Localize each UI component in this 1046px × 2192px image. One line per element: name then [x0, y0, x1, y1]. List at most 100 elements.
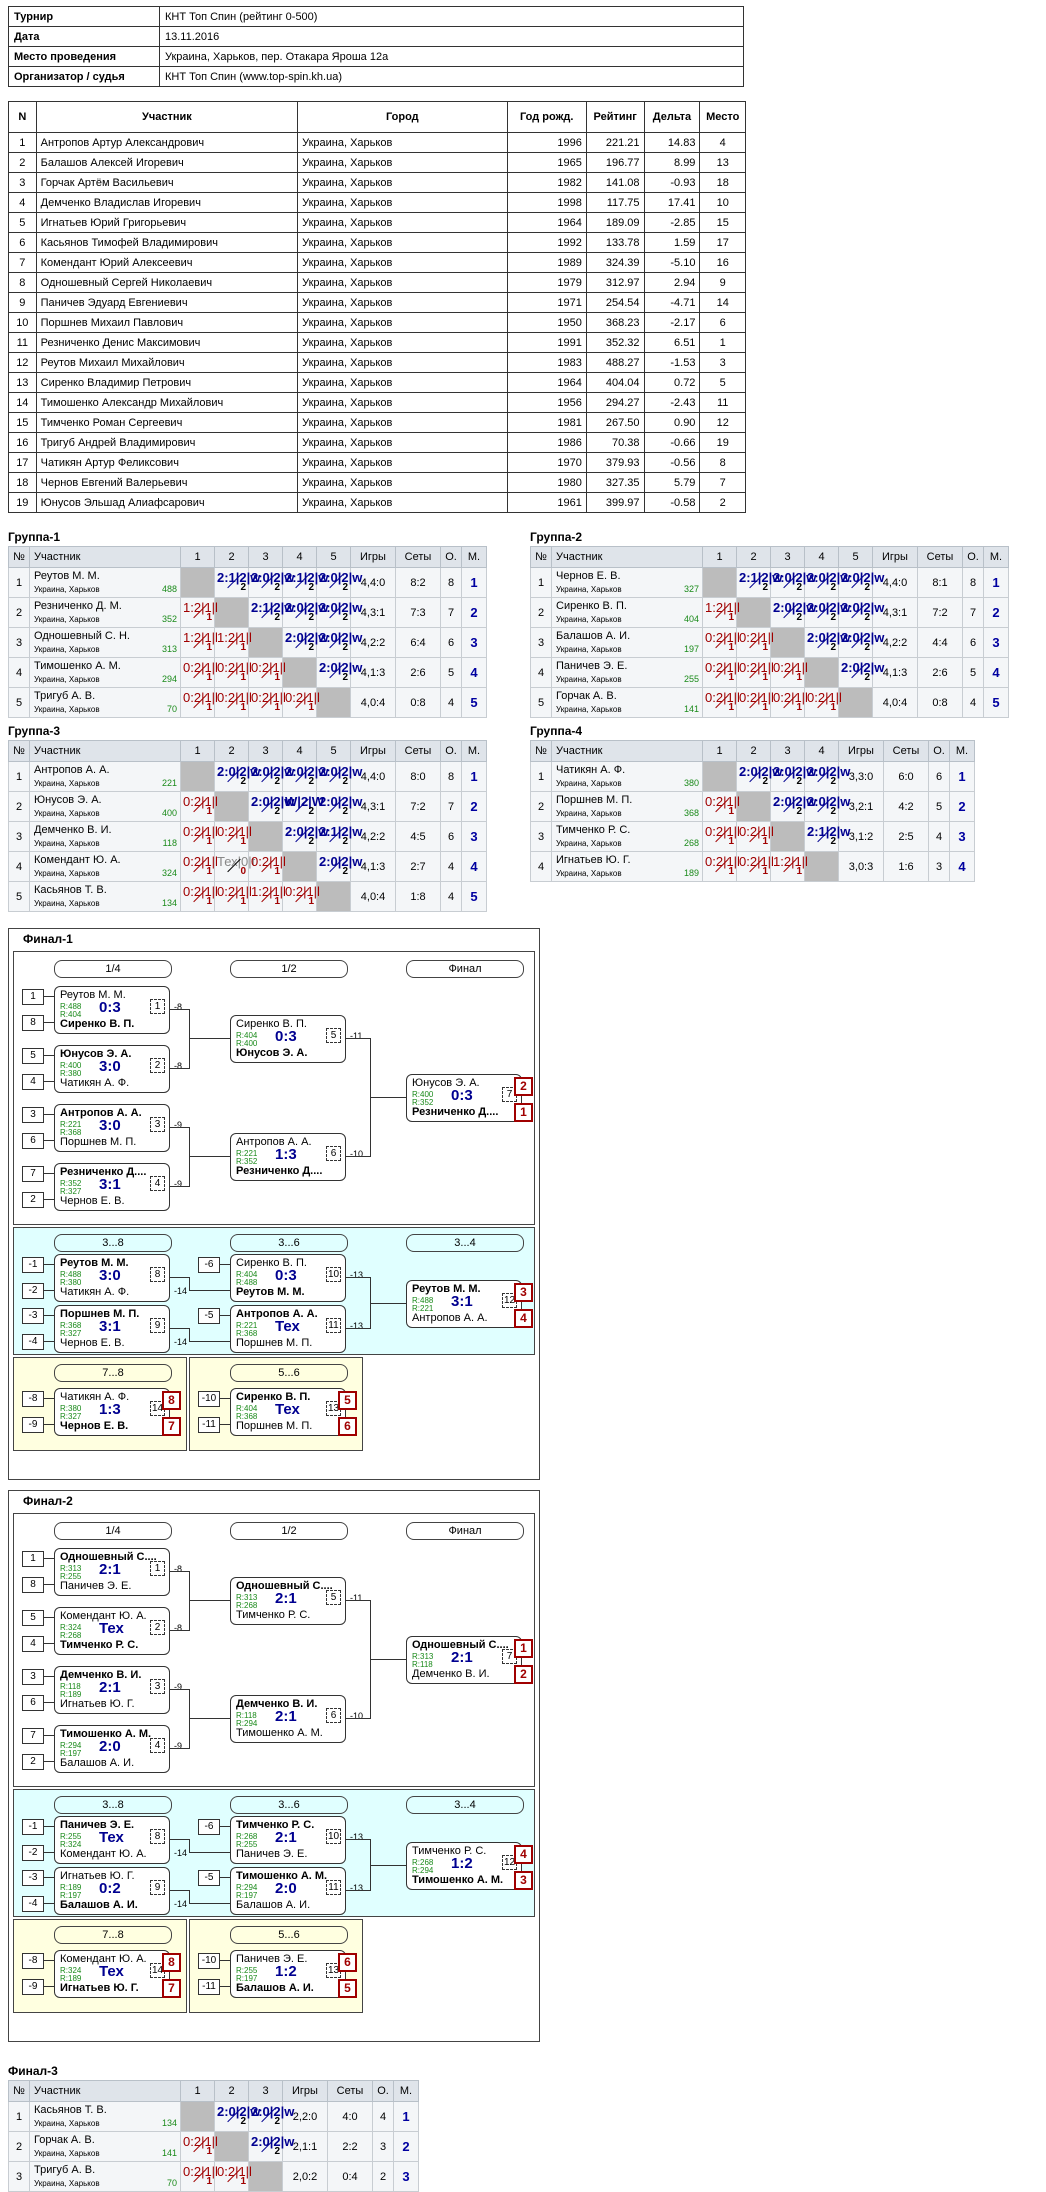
player-rating: 134 [161, 2118, 177, 2128]
player-name: Резниченко Д. М. [34, 599, 122, 612]
diagonal-cell [214, 597, 249, 628]
match-player1: Реутов М. М. [60, 989, 126, 1001]
match-player2: Демченко В. И. [412, 1668, 490, 1680]
players-cell: Одношевный Сергей Николаевич [35, 272, 299, 293]
score-text: 0:2|1|l [705, 794, 740, 809]
final-title: Финал-1 [23, 932, 73, 946]
match-rating2: R:380 [60, 1278, 82, 1287]
group-header-col: 2 [214, 740, 249, 762]
player-name: Реутов М. М. [34, 569, 100, 582]
place-cell: 4 [983, 657, 1009, 688]
match-box: Одношевный С.... R:313 R:255 2:1 1 Паничев Э.… [54, 1548, 170, 1596]
place-cell: 3 [983, 627, 1009, 658]
group-header: Игры [350, 546, 396, 568]
connector-line [43, 1877, 54, 1878]
connector-line [189, 1156, 230, 1157]
result-cell: 0:2|1|l 1 [180, 881, 218, 912]
match-player2: Чернов Е. В. [60, 1420, 129, 1432]
players-cell: -0.58 [643, 492, 701, 513]
match-result: Тех [99, 1963, 124, 1980]
match-result: 1:3 [275, 1146, 297, 1163]
group-title: Группа-4 [530, 724, 583, 738]
loser-destination: -10 [350, 1149, 364, 1159]
connector-line [169, 1630, 189, 1631]
match-player2: Поршнев М. П. [236, 1337, 313, 1349]
players-cell: 17.41 [643, 192, 701, 213]
placement-56: 5...6 Паничев Э. Е. R:255 R:197 1:2 13 Балашов… [189, 1919, 363, 2013]
result-cell: 1:2|1|l 1 [180, 597, 218, 628]
score-points: 1 [728, 806, 734, 817]
place-cell: 1 [461, 567, 487, 598]
player-city: Украина, Харьков [34, 644, 100, 654]
score-points: 1 [308, 702, 314, 713]
connector-line [345, 1600, 370, 1601]
score-points: 1 [728, 672, 734, 683]
player-rating: 255 [683, 674, 699, 684]
score-text: 0:2|1|l [773, 690, 808, 705]
players-cell: 379.93 [585, 452, 645, 473]
result-cell: 2:0|2|w2 [770, 761, 816, 792]
group-row: 3 Одношевный С. Н. Украина, Харьков 313 1:2|… [8, 627, 487, 658]
place-cell: 2 [983, 597, 1009, 628]
player-name: Тригуб А. В. [34, 2163, 96, 2176]
info-row: Место проведения Украина, Харьков, пер. О… [8, 46, 744, 67]
seed-box: 6 [22, 1133, 44, 1149]
match-score: 0:2|1|l 1 [703, 852, 740, 878]
match-box: Тимошенко А. М. R:294 R:197 2:0 11 Балашов А.… [230, 1867, 346, 1915]
score-points: 1 [274, 866, 280, 877]
connector-line [189, 1290, 230, 1291]
seed-box: -11 [198, 1417, 220, 1433]
score-text: 0:2|1|l [183, 794, 218, 809]
place-cell: 2 [393, 2131, 419, 2162]
place-box: 1 [514, 1103, 533, 1122]
match-player2: Балашов А. И. [60, 1899, 138, 1911]
info-row: Организатор / судья КНТ Топ Спин (www.top… [8, 66, 744, 87]
group-header-col: 4 [804, 546, 839, 568]
diagonal-cell [180, 2101, 215, 2132]
games-cell: 4,0:4 [872, 687, 918, 718]
score-points: 1 [762, 866, 768, 877]
result-cell: 0:2|1|l 1 [180, 821, 218, 852]
players-cell: 1996 [506, 132, 587, 153]
final-block: Финал-1 1/4 1/2 Финал Реутов М. М. R:488 R:404… [8, 928, 540, 1480]
match-score: 2:0|2|w2 [839, 658, 884, 684]
match-box: Паничев Э. Е. R:255 R:324 Тех 8 Комендант Ю. … [54, 1816, 170, 1864]
players-cell: 15 [699, 212, 746, 233]
group-header: М. [949, 740, 975, 762]
match-result: 1:2 [275, 1963, 297, 1980]
player-rating: 197 [683, 644, 699, 654]
players-cell: Юнусов Эльшад Алиафсарович [35, 492, 299, 513]
info-label: Дата [8, 26, 160, 47]
result-cell: 0:2|1|l 1 [180, 2131, 218, 2162]
player-rating: 352 [161, 614, 177, 624]
score-points: 2 [240, 2116, 246, 2127]
players-cell: 1998 [506, 192, 587, 213]
connector-line [169, 1186, 189, 1187]
match-rating2: R:327 [60, 1187, 82, 1196]
match-player1: Антропов А. А. [236, 1136, 312, 1148]
group-table: № Участник 1 2 3 Игры Сеты О. М. 1 Касьянов Т. В. У… [8, 2080, 419, 2192]
group-header: № [530, 546, 552, 568]
loser-destination: -9 [174, 1179, 183, 1189]
group-row: 1 Чернов Е. В. Украина, Харьков 327 2:1|2|w2… [530, 567, 1009, 598]
match-player1: Демченко В. И. [60, 1669, 142, 1681]
connector-line [189, 1009, 190, 1069]
match-player1: Сиренко В. П. [236, 1018, 307, 1030]
match-score: 0:2|1|l 1 [249, 658, 286, 684]
score-points: 1 [796, 866, 802, 877]
players-cell: 7 [699, 472, 746, 493]
match-box: Антропов А. А. R:221 R:352 1:3 6 Резниченко Д… [230, 1133, 346, 1181]
match-player2: Чатикян А. Ф. [60, 1077, 130, 1089]
match-rating1: R:313 [236, 1593, 258, 1602]
group-player: Тимошенко А. М. Украина, Харьков 294 [29, 657, 181, 688]
score-points: 1 [830, 702, 836, 713]
diagonal-cell [316, 687, 351, 718]
seed-box: 5 [22, 1048, 44, 1064]
players-row: 5 Игнатьев Юрий Григорьевич Украина, Харьк… [8, 212, 746, 233]
score-text: 0:2|1|l [251, 690, 286, 705]
diagonal-cell [248, 627, 283, 658]
players-cell: 11 [8, 332, 37, 353]
result-cell: 0:2|1|l 1 [282, 687, 320, 718]
match-score: 0:2|1|l 1 [181, 688, 218, 714]
score-points: 1 [206, 806, 212, 817]
